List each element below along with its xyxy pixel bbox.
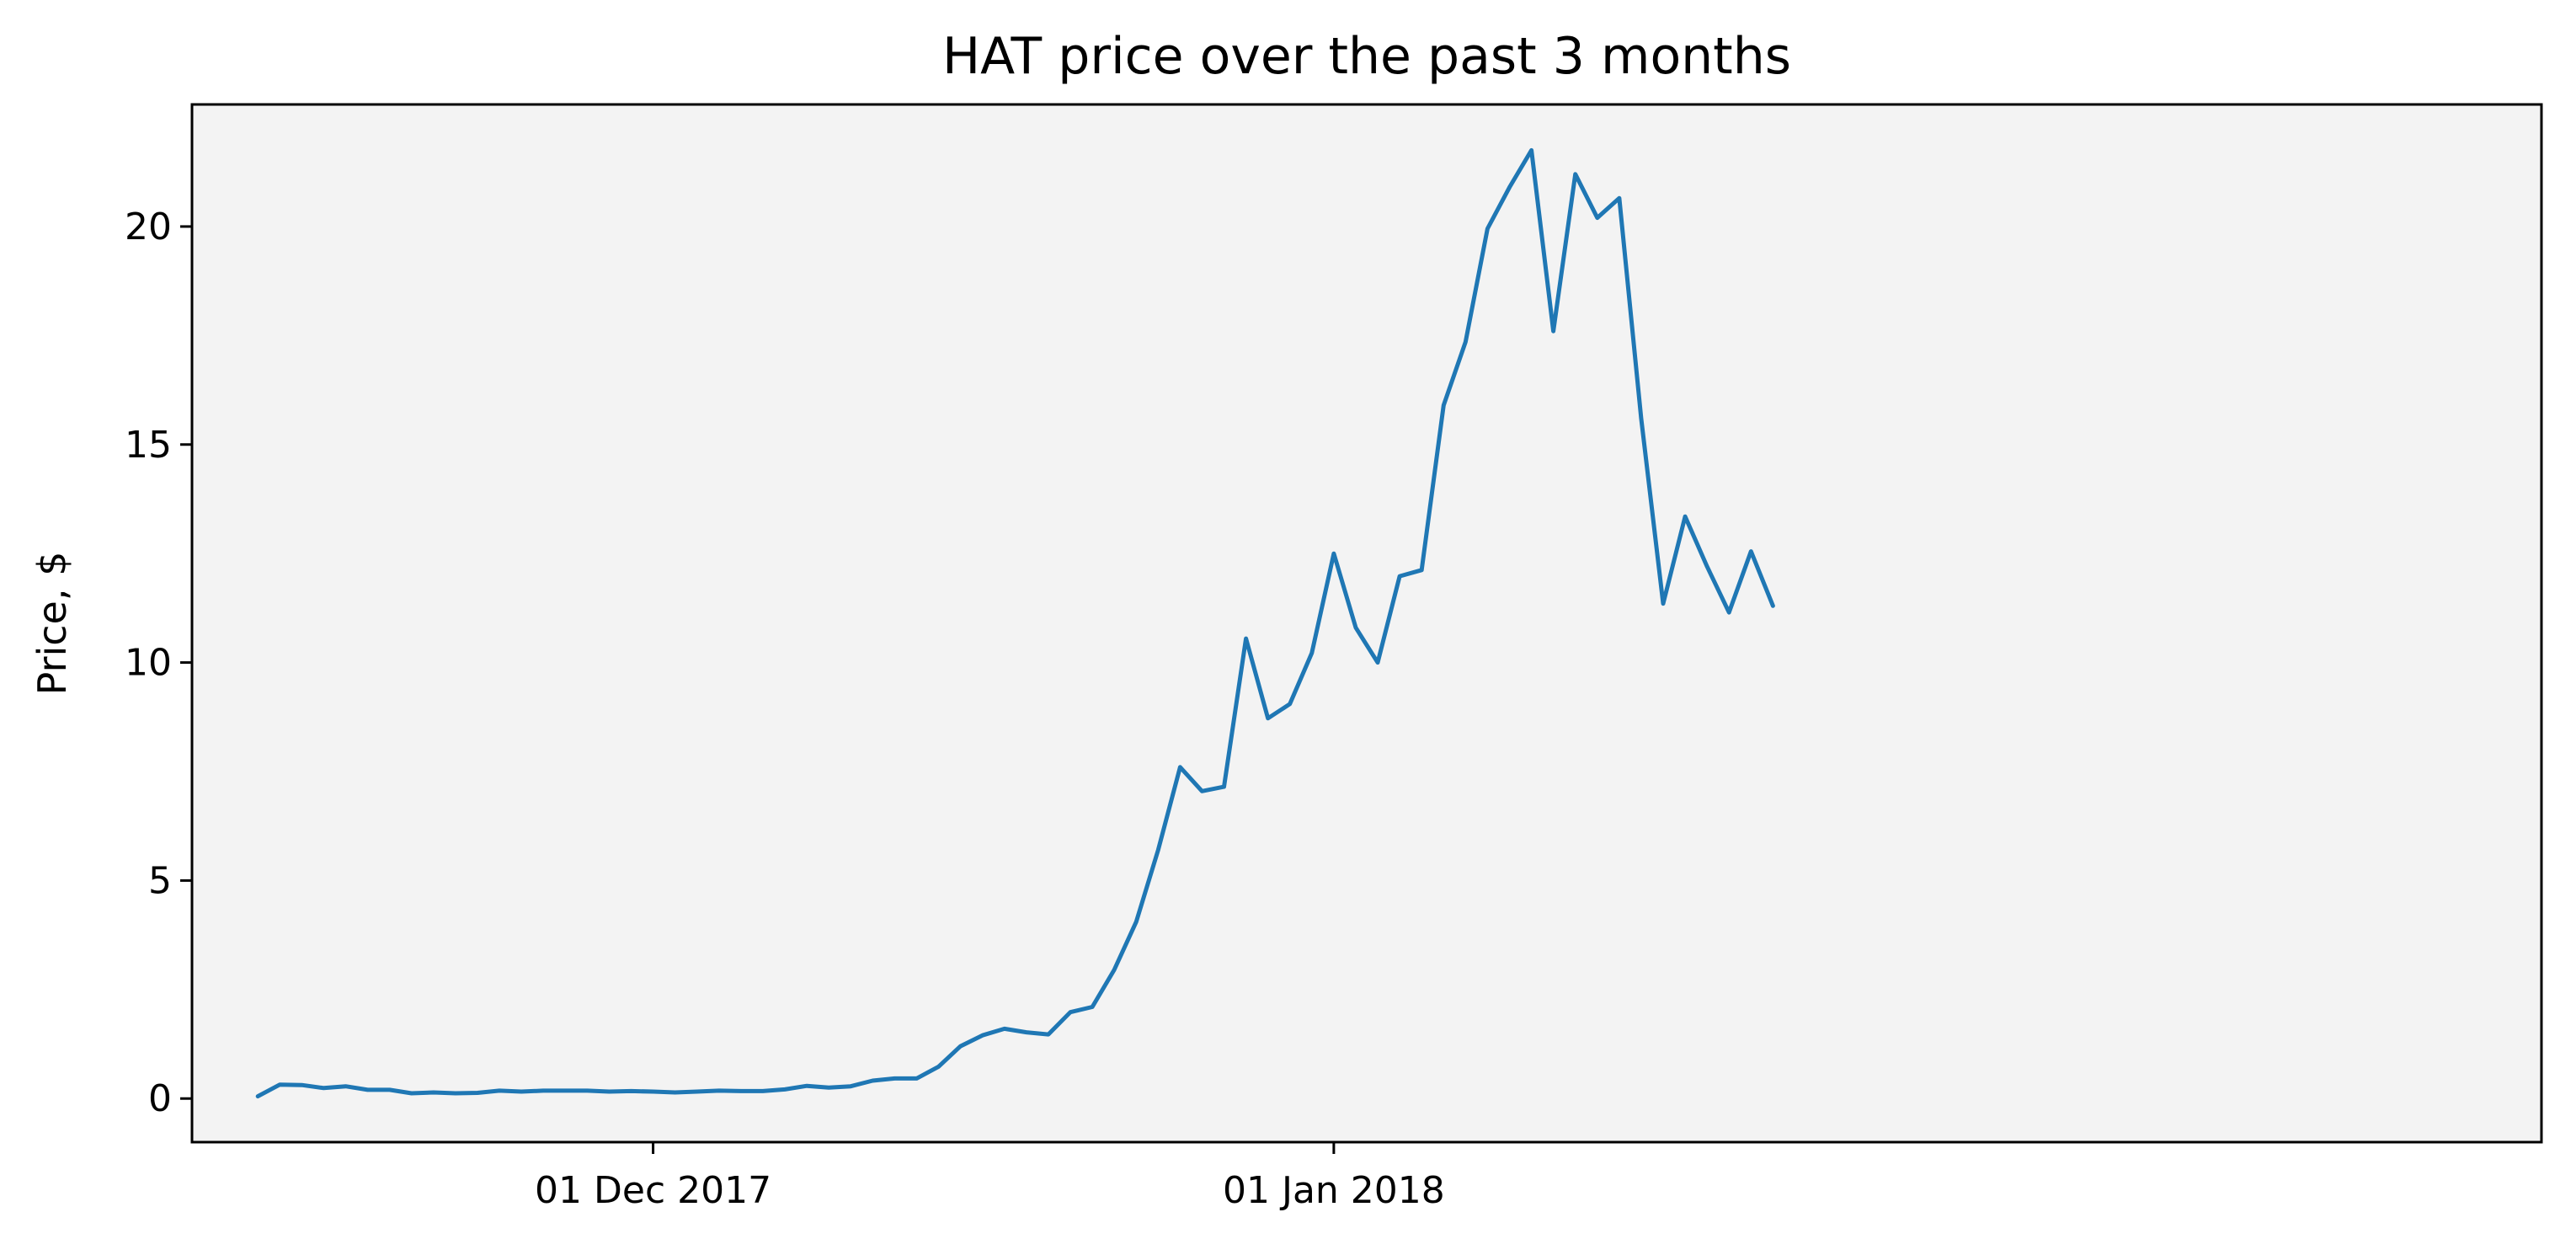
chart-title: HAT price over the past 3 months bbox=[942, 27, 1791, 86]
series-line bbox=[255, 147, 1775, 1099]
plot-frame bbox=[190, 103, 2543, 1144]
y-tick-label: 0 bbox=[148, 1077, 172, 1120]
plot-area bbox=[192, 104, 2541, 1142]
y-axis: 0 5 10 15 20 bbox=[125, 206, 192, 1120]
x-tick-label: 01 Jan 2018 bbox=[1223, 1169, 1445, 1212]
x-axis: 01 Dec 2017 01 Jan 2018 bbox=[535, 1142, 1445, 1212]
y-tick-label: 5 bbox=[148, 859, 172, 902]
y-tick-label: 15 bbox=[125, 424, 172, 467]
y-tick-label: 10 bbox=[125, 642, 172, 685]
y-tick-label: 20 bbox=[125, 206, 172, 248]
series-layer bbox=[255, 147, 1775, 1099]
x-tick-label: 01 Dec 2017 bbox=[535, 1169, 771, 1212]
y-axis-label: Price, $ bbox=[29, 552, 75, 696]
